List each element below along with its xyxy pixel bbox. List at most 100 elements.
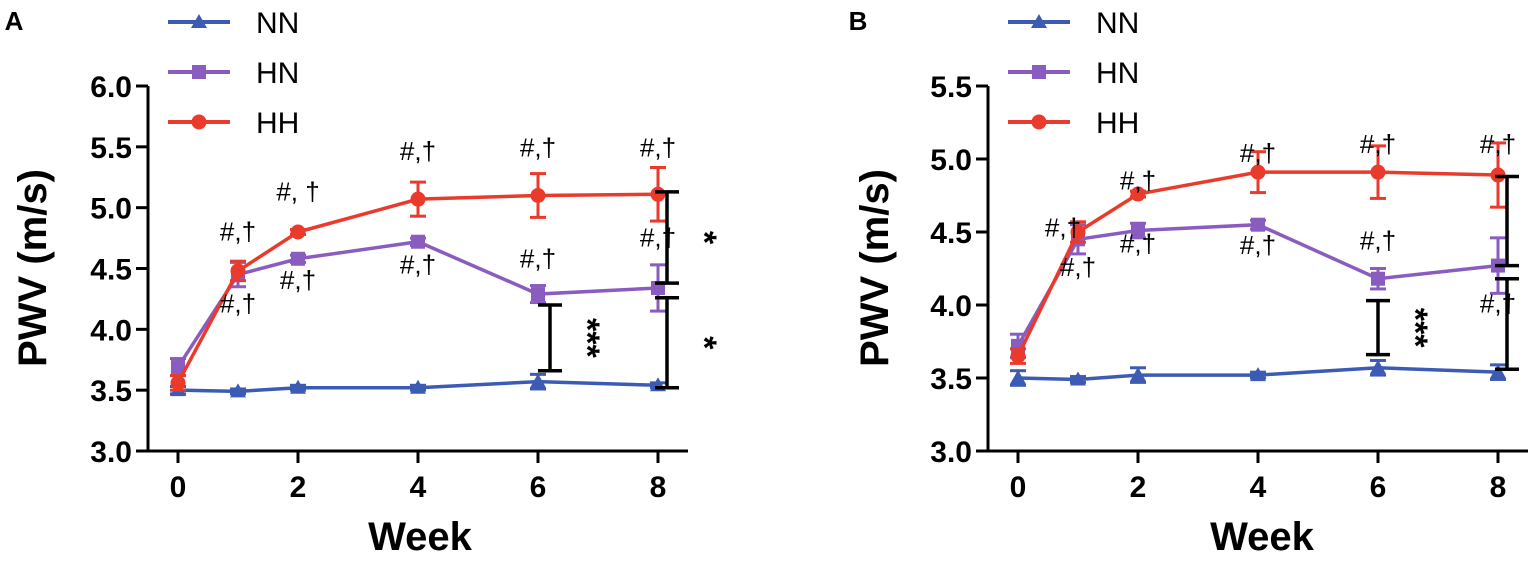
significance-annotation: #,† [280,265,316,295]
x-tick-label: 0 [170,471,187,504]
data-point-nn [1370,359,1386,374]
data-point-hh [230,263,246,279]
y-tick-label: 5.5 [90,132,132,165]
data-point-nn [410,379,426,394]
x-tick-label: 2 [1130,471,1147,504]
series-line-hn [1016,222,1499,347]
legend-item-hn: HN [1008,57,1139,90]
data-point-hn [1251,217,1265,232]
significance-annotation: #, † [276,176,319,206]
significance-annotation: #,† [1240,138,1276,168]
series-nn [1010,358,1506,387]
significance-bracket: * [1495,276,1540,371]
x-tick-label: 6 [530,471,547,504]
data-point-hh [1010,348,1026,364]
y-tick-label: 4.5 [90,254,132,287]
y-tick-label: 5.0 [90,193,132,226]
series-hh [170,166,666,392]
data-point-nn [1490,364,1506,379]
significance-annotation: #,† [1360,226,1396,256]
legend-label: HN [1096,57,1139,90]
significance-annotation: #,† [1120,228,1156,258]
x-tick-label: 8 [650,471,667,504]
significance-bracket: * [655,190,723,285]
significance-annotation: #,† [640,133,676,163]
data-point-hn [1371,271,1385,286]
panel-b: B 3.0 3.5 4.0 4.5 5.0 5.5 0 2 4 6 8 Week PWV (m/s) NN H… [849,6,1540,559]
data-point-hh [530,188,546,203]
significance-annotation: #,† [520,133,556,163]
data-point-hn [411,234,425,249]
significance-stars: *** [1396,308,1434,348]
significance-annotation: #,† [1240,230,1276,260]
significance-annotation: #,† [400,249,436,279]
y-tick-label: 4.5 [930,217,972,250]
x-axis-title: Week [1210,515,1315,559]
y-tick-label: 4.0 [930,290,972,323]
data-point-nn [290,379,306,394]
significance-annotation: #,† [1360,129,1396,159]
y-axis-title: PWV (m/s) [853,169,897,367]
legend-item-hn: HN [168,57,299,90]
y-tick-label: 5.5 [930,71,972,104]
y-tick-label: 6.0 [90,71,132,104]
significance-stars: * [1525,214,1540,228]
data-point-hn [531,287,545,302]
y-tick-label: 4.0 [90,314,132,347]
y-tick-label: 3.5 [90,375,132,408]
significance-stars: * [685,336,723,350]
legend-marker [191,114,207,130]
significance-annotation: #,† [1045,212,1081,242]
legend-label: NN [1096,7,1139,40]
series-line-hh [1016,170,1499,357]
data-point-nn [1250,367,1266,382]
data-point-nn [1130,367,1146,382]
panel-label: A [5,6,24,36]
legend-marker [192,65,206,79]
series-nn [170,372,666,398]
panel-a: A 3.0 3.5 4.0 4.5 5.0 5.5 6.0 0 2 4 6 8 Week PWV (m/s)… [5,6,723,559]
series-line-hh [176,192,659,384]
y-tick-label: 3.5 [930,363,972,396]
legend-item-nn: NN [1008,7,1139,40]
significance-annotation: #,† [520,243,556,273]
legend-label: HN [256,57,299,90]
data-point-hh [1370,164,1386,180]
significance-annotation: #,† [220,217,256,247]
significance-stars: *** [568,318,606,358]
significance-annotation: #,† [1480,129,1516,159]
x-tick-label: 8 [1490,471,1507,504]
legend-marker [191,14,207,28]
y-tick-label: 3.0 [930,436,972,469]
y-axis-title: PWV (m/s) [11,169,55,367]
legend-item-hh: HH [1008,107,1139,140]
significance-stars: * [685,231,723,245]
panel-label: B [849,6,868,36]
data-point-hh [410,191,426,207]
data-point-hh [1250,164,1266,180]
x-tick-label: 0 [1010,471,1027,504]
significance-stars: * [1525,317,1540,331]
significance-bracket: * [1495,174,1540,268]
legend-item-nn: NN [168,7,299,40]
legend-label: HH [256,107,299,140]
series-line-nn [177,379,659,394]
legend-label: NN [256,7,299,40]
y-tick-label: 3.0 [90,436,132,469]
series-line-nn [1017,366,1499,382]
data-point-hn [171,360,185,375]
x-tick-label: 4 [1250,471,1267,504]
significance-annotation: #,† [1120,166,1156,196]
x-tick-label: 2 [290,471,307,504]
significance-annotation: #,† [640,223,676,253]
data-point-hh [650,186,666,202]
x-tick-label: 6 [1370,471,1387,504]
x-tick-label: 4 [410,471,427,504]
x-axis-title: Week [368,515,473,559]
significance-annotation: #,† [220,288,256,318]
legend-item-hh: HH [168,107,299,140]
data-point-hn [291,251,305,266]
legend-label: HH [1096,107,1139,140]
data-point-hh [1130,186,1146,202]
significance-bracket: *** [1366,298,1434,357]
